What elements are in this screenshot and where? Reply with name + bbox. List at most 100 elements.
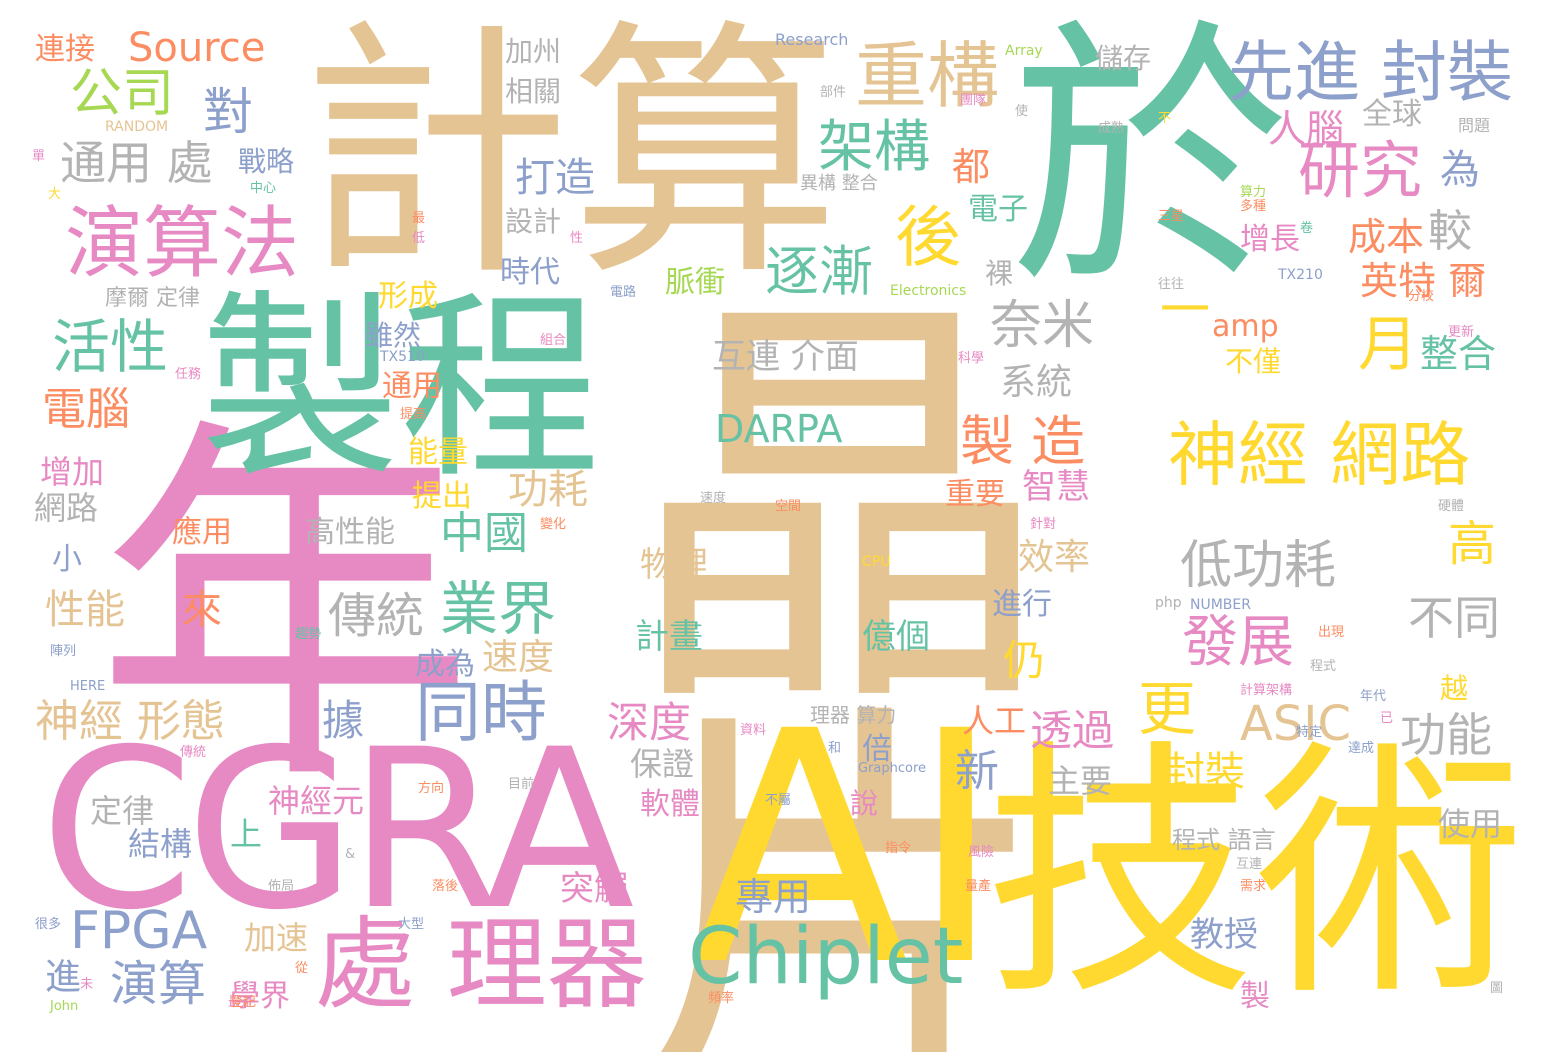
word-darpa: DARPA: [715, 407, 843, 451]
word-for: 為: [1440, 147, 1480, 193]
word-on: 上: [230, 815, 263, 853]
word-strategy: 戰略: [238, 145, 295, 178]
word-decade: 年代: [1360, 689, 1387, 704]
word-through: 透過: [1030, 706, 1115, 755]
word-industry: 業界: [440, 575, 557, 643]
word-increase: 增加: [40, 453, 105, 491]
word-compute-algo: 演算: [110, 956, 207, 1012]
word-we: 我們: [385, 557, 412, 572]
word-pulse: 脈衝: [665, 265, 725, 300]
word-speed-small: 速度: [700, 491, 727, 506]
word-structure: 結構: [128, 825, 193, 863]
word-frequency: 頻率: [708, 991, 735, 1006]
word-physics: 物理: [640, 545, 708, 585]
word-professor: 教授: [1190, 915, 1258, 955]
word-still: 仍: [1003, 636, 1046, 685]
word-circuit: 電路: [610, 285, 637, 300]
word-array: 陣列: [50, 644, 77, 659]
word-nature: 性: [570, 231, 584, 246]
word-company: 公司: [70, 64, 175, 124]
word-reconfig: 重構: [855, 34, 1000, 118]
word-month: 月: [1358, 310, 1418, 380]
word-global: 全球: [1362, 97, 1422, 132]
word-electronics-en: Electronics: [890, 283, 967, 299]
word-main: 主要: [1048, 762, 1113, 800]
word-system: 系統: [1000, 362, 1073, 403]
word-samsung: 三星: [1158, 209, 1185, 224]
word-connect: 連接: [35, 32, 95, 67]
word-gradually: 逐漸: [765, 240, 873, 303]
word-moore-law: 摩爾 定律: [105, 286, 200, 311]
word-related: 相關: [505, 75, 562, 108]
word-energy: 能量: [408, 435, 468, 470]
word-science: 科學: [958, 351, 985, 366]
word-law: 定律: [90, 792, 155, 830]
word-fpga: FPGA: [70, 901, 208, 961]
word-branch: 分校: [1408, 289, 1435, 304]
word-ai: AI: [690, 664, 1004, 1036]
word-mature: 成熟: [1098, 121, 1125, 136]
word-california: 加州: [505, 35, 562, 68]
word-large: 大型: [398, 917, 425, 932]
word-advanced-packaging: 先進 封裝: [1228, 34, 1513, 111]
word-research-en: Research: [775, 30, 849, 49]
word-integrate: 整合: [1420, 332, 1497, 376]
word-form: 形成: [378, 279, 438, 314]
word-crystal-chip: 晶片: [550, 280, 1050, 1052]
word-algorithm: 演算法: [65, 199, 300, 289]
word-design: 設計: [505, 205, 562, 238]
word-era: 時代: [500, 255, 560, 290]
word-one: 一: [1160, 281, 1210, 339]
word-random: RANDOM: [105, 119, 169, 135]
word-process: 製程: [200, 273, 601, 506]
word-not-only: 不僅: [1225, 345, 1282, 378]
word-instruction: 指令: [885, 841, 912, 856]
word-more: 更: [1138, 675, 1197, 743]
word-here: HERE: [70, 679, 106, 694]
word-often: 往往: [1158, 277, 1185, 292]
word-smart: 智慧: [1022, 467, 1090, 507]
word-guarantee: 保證: [630, 745, 695, 783]
word-all: 都: [952, 145, 991, 189]
word-propose: 提出: [412, 479, 472, 514]
word-growth: 增長: [1240, 222, 1300, 257]
word-after: 後: [895, 199, 961, 276]
word-direction: 方向: [418, 781, 445, 796]
word-manufacture: 製 造: [960, 410, 1086, 473]
word-general-processing: 通用 處: [60, 136, 213, 190]
word-trend: 趨勢: [295, 627, 322, 642]
word-activity: 活性: [52, 313, 169, 381]
word-tradition-small: 傳統: [180, 745, 207, 760]
word-tx510: TX510: [380, 349, 425, 365]
word-make-small: 使: [1015, 104, 1029, 119]
word-big: 大: [48, 187, 62, 202]
word-neuron: 神經元: [268, 782, 365, 820]
word-bare: 裸: [985, 257, 1014, 290]
word-relatively: 較: [1428, 206, 1472, 257]
word-software: 軟體: [640, 787, 700, 822]
word-depth: 深度: [607, 698, 692, 747]
word-most: 最: [412, 211, 426, 226]
word-important: 重要: [945, 477, 1005, 512]
word-research: 研究: [1298, 134, 1423, 207]
word-although: 雖然: [365, 319, 422, 352]
word-chiplet: Chiplet: [688, 912, 964, 1002]
word-architecture: 架構: [818, 115, 930, 180]
word-team: 團隊: [960, 93, 987, 108]
word-cpu: CPU: [862, 554, 891, 570]
word-source: Source: [128, 25, 266, 71]
word-asic: ASIC: [1240, 696, 1351, 752]
word-component: 部件: [820, 85, 847, 100]
word-compute-arch: 計算架構: [1240, 683, 1293, 698]
word-make: 製: [1240, 979, 1270, 1014]
word-different: 不同: [1408, 591, 1500, 645]
word-year: 年: [95, 388, 475, 831]
word-current: 目前: [508, 777, 535, 792]
word-neural-network: 神經 網路: [1168, 414, 1471, 496]
word-change: 變化: [540, 517, 567, 532]
word-speed: 速度: [482, 637, 555, 678]
word-processor-power: 理器 算力: [810, 703, 897, 727]
word-and: 和: [828, 741, 842, 756]
word-graphcore: Graphcore: [858, 761, 927, 776]
